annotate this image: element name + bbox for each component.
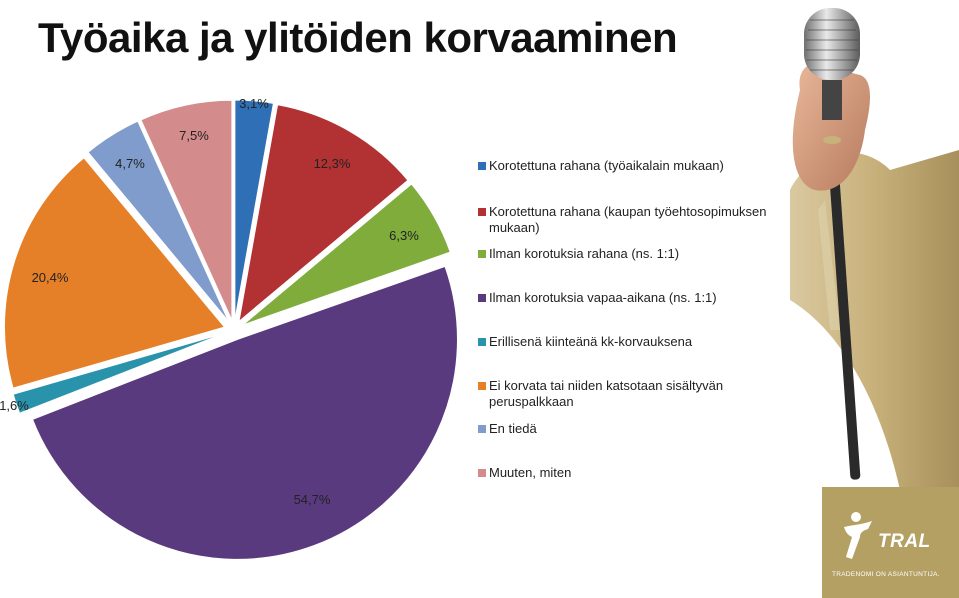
legend-item-muuten: Muuten, miten bbox=[478, 465, 769, 481]
slice-value-label: 7,5% bbox=[179, 128, 209, 143]
legend-swatch bbox=[478, 382, 486, 390]
tral-brand: TRAL bbox=[878, 531, 931, 552]
legend-swatch bbox=[478, 208, 486, 216]
legend-swatch bbox=[478, 425, 486, 433]
pie-slice bbox=[31, 265, 458, 560]
hand bbox=[792, 61, 870, 191]
legend-swatch bbox=[478, 469, 486, 477]
legend-item-erillinen-kk-korvaus: Erillisenä kiinteänä kk-korvauksena bbox=[478, 334, 769, 350]
legend-item-ilman-korotuksia-vapaa-aikana: Ilman korotuksia vapaa-aikana (ns. 1:1) bbox=[478, 290, 769, 306]
tral-logo: TRAL TRADENOMI ON ASIANTUNTIJA. bbox=[822, 487, 959, 598]
tral-tagline: TRADENOMI ON ASIANTUNTIJA. bbox=[832, 571, 940, 578]
pie-slice bbox=[3, 157, 226, 389]
slice-value-label: 54,7% bbox=[294, 492, 331, 507]
legend-item-korotettuna-tes: Korotettuna rahana (kaupan työehtosopimu… bbox=[478, 204, 769, 236]
pie-slice bbox=[12, 332, 225, 414]
legend-item-korotettuna-tyoaikalaki: Korotettuna rahana (työaikalain mukaan) bbox=[478, 158, 769, 174]
legend-swatch bbox=[478, 294, 486, 302]
mic-stand bbox=[827, 150, 861, 480]
legend-label: En tiedä bbox=[489, 421, 537, 436]
microphone-head bbox=[804, 8, 860, 80]
slice-value-label: 20,4% bbox=[32, 270, 69, 285]
legend-label: Muuten, miten bbox=[489, 465, 572, 480]
slice-value-label: 4,7% bbox=[115, 156, 145, 171]
legend-label: Ei korvata tai niiden katsotaan sisältyv… bbox=[489, 378, 724, 409]
legend-label: Korotettuna rahana (kaupan työehtosopimu… bbox=[489, 204, 767, 235]
microphone-illustration bbox=[790, 8, 959, 490]
legend-item-en-tieda: En tiedä bbox=[478, 421, 769, 437]
legend-item-ei-korvata: Ei korvata tai niiden katsotaan sisältyv… bbox=[478, 378, 769, 410]
legend-label: Korotettuna rahana (työaikalain mukaan) bbox=[489, 158, 724, 173]
legend-label: Erillisenä kiinteänä kk-korvauksena bbox=[489, 334, 693, 349]
pie-slice bbox=[140, 99, 233, 321]
legend-swatch bbox=[478, 338, 486, 346]
legend-label: Ilman korotuksia vapaa-aikana (ns. 1:1) bbox=[489, 290, 717, 305]
page-title: Työaika ja ylitöiden korvaaminen bbox=[38, 14, 678, 61]
slice-value-label: 3,1% bbox=[239, 96, 269, 111]
pie-slice bbox=[234, 99, 275, 321]
legend-label: Ilman korotuksia rahana (ns. 1:1) bbox=[489, 246, 680, 261]
pie-slice bbox=[238, 104, 409, 323]
slice-value-label: 12,3% bbox=[314, 156, 351, 171]
slice-value-label: 1,6% bbox=[0, 398, 29, 413]
legend-swatch bbox=[478, 162, 486, 170]
pie-slice bbox=[242, 183, 451, 326]
pie-slice bbox=[87, 120, 230, 322]
tral-figure-icon bbox=[844, 512, 872, 559]
pie-chart: 3,1% 12,3% 6,3% 54,7% 1,6% 20,4% 4,7% 7,5% bbox=[0, 96, 458, 560]
slice-value-label: 6,3% bbox=[389, 228, 419, 243]
legend-swatch bbox=[478, 250, 486, 258]
microphone-photo bbox=[770, 0, 959, 490]
legend-item-ilman-korotuksia-rahana: Ilman korotuksia rahana (ns. 1:1) bbox=[478, 246, 769, 262]
gold-jacket bbox=[790, 150, 959, 490]
